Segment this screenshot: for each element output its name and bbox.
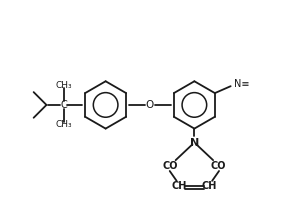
Text: CH: CH (172, 181, 187, 191)
Text: CH₃: CH₃ (56, 81, 73, 90)
Text: N: N (190, 138, 199, 148)
Text: CH: CH (202, 181, 217, 191)
Text: N≡: N≡ (234, 79, 249, 89)
Text: CO: CO (210, 161, 226, 171)
Text: CH₃: CH₃ (56, 120, 73, 129)
Text: CO: CO (163, 161, 178, 171)
Text: O: O (146, 100, 154, 110)
Text: C: C (61, 100, 68, 110)
